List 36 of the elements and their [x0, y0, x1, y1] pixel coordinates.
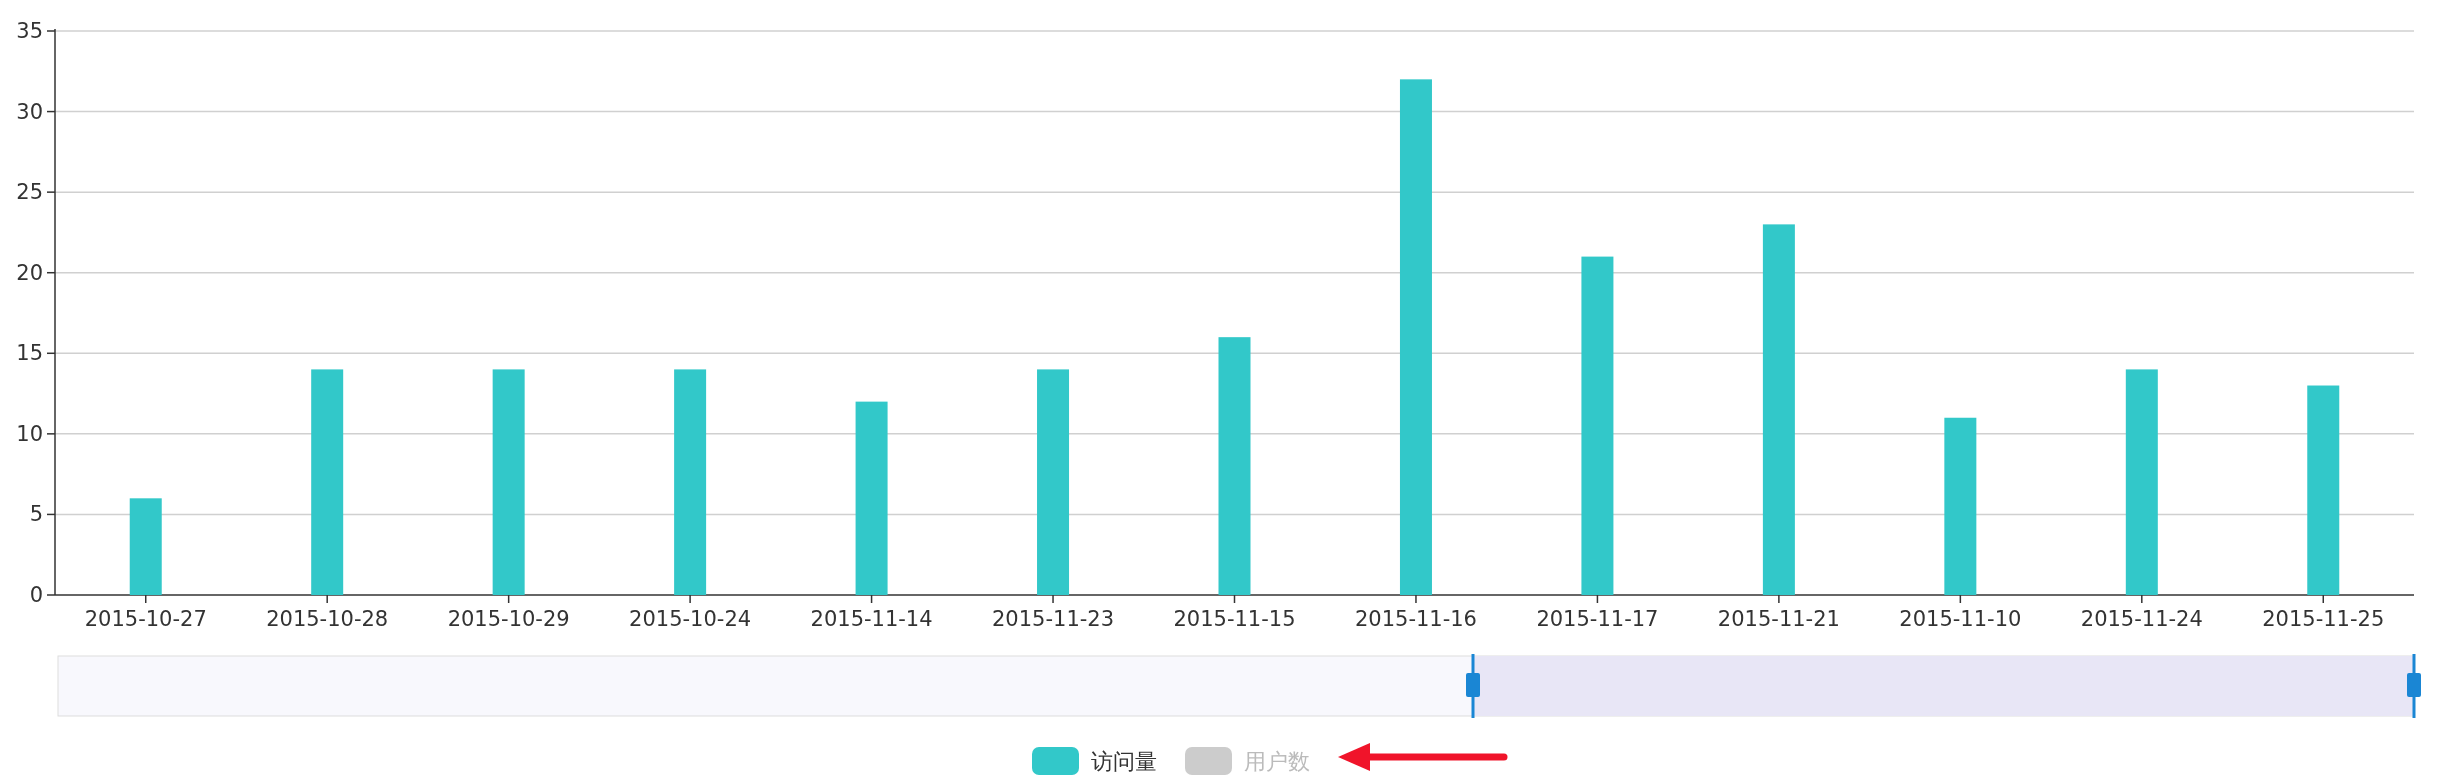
x-tick-label: 2015-10-29	[447, 607, 570, 631]
x-tick-label: 2015-10-27	[84, 607, 207, 631]
x-tick-label: 2015-11-23	[992, 607, 1115, 631]
x-tick-label: 2015-10-24	[629, 607, 752, 631]
bar	[492, 369, 525, 595]
bar	[674, 369, 707, 595]
y-tick-label: 15	[16, 341, 43, 366]
bar	[2125, 369, 2158, 595]
y-tick-label: 0	[29, 583, 43, 607]
bar	[1218, 337, 1251, 595]
bar	[855, 401, 888, 595]
bar	[2307, 385, 2340, 595]
x-tick-label: 2015-11-14	[810, 607, 933, 631]
x-tick-label: 2015-11-10	[1899, 607, 2022, 631]
y-tick-label: 35	[16, 19, 43, 43]
bar	[1581, 256, 1614, 595]
bar	[1399, 79, 1432, 595]
y-tick-label: 30	[16, 99, 43, 124]
y-tick-label: 5	[29, 502, 43, 527]
y-tick-label: 10	[16, 421, 43, 446]
bar	[1037, 369, 1070, 595]
y-tick-label: 25	[16, 180, 43, 205]
x-tick-label: 2015-11-15	[1173, 607, 1296, 631]
legend-label: 访问量	[1091, 749, 1157, 774]
x-tick-label: 2015-11-24	[2080, 607, 2203, 631]
bar	[1762, 224, 1795, 595]
x-tick-label: 2015-11-16	[1354, 607, 1477, 631]
x-tick-label: 2015-11-25	[2262, 607, 2385, 631]
x-tick-label: 2015-10-28	[266, 607, 389, 631]
bar	[1944, 417, 1977, 595]
bar	[129, 498, 162, 595]
x-tick-label: 2015-11-17	[1536, 607, 1659, 631]
bar	[311, 369, 344, 595]
y-tick-label: 20	[16, 260, 43, 285]
x-tick-label: 2015-11-21	[1717, 607, 1840, 631]
legend-label: 用户数	[1244, 749, 1310, 774]
